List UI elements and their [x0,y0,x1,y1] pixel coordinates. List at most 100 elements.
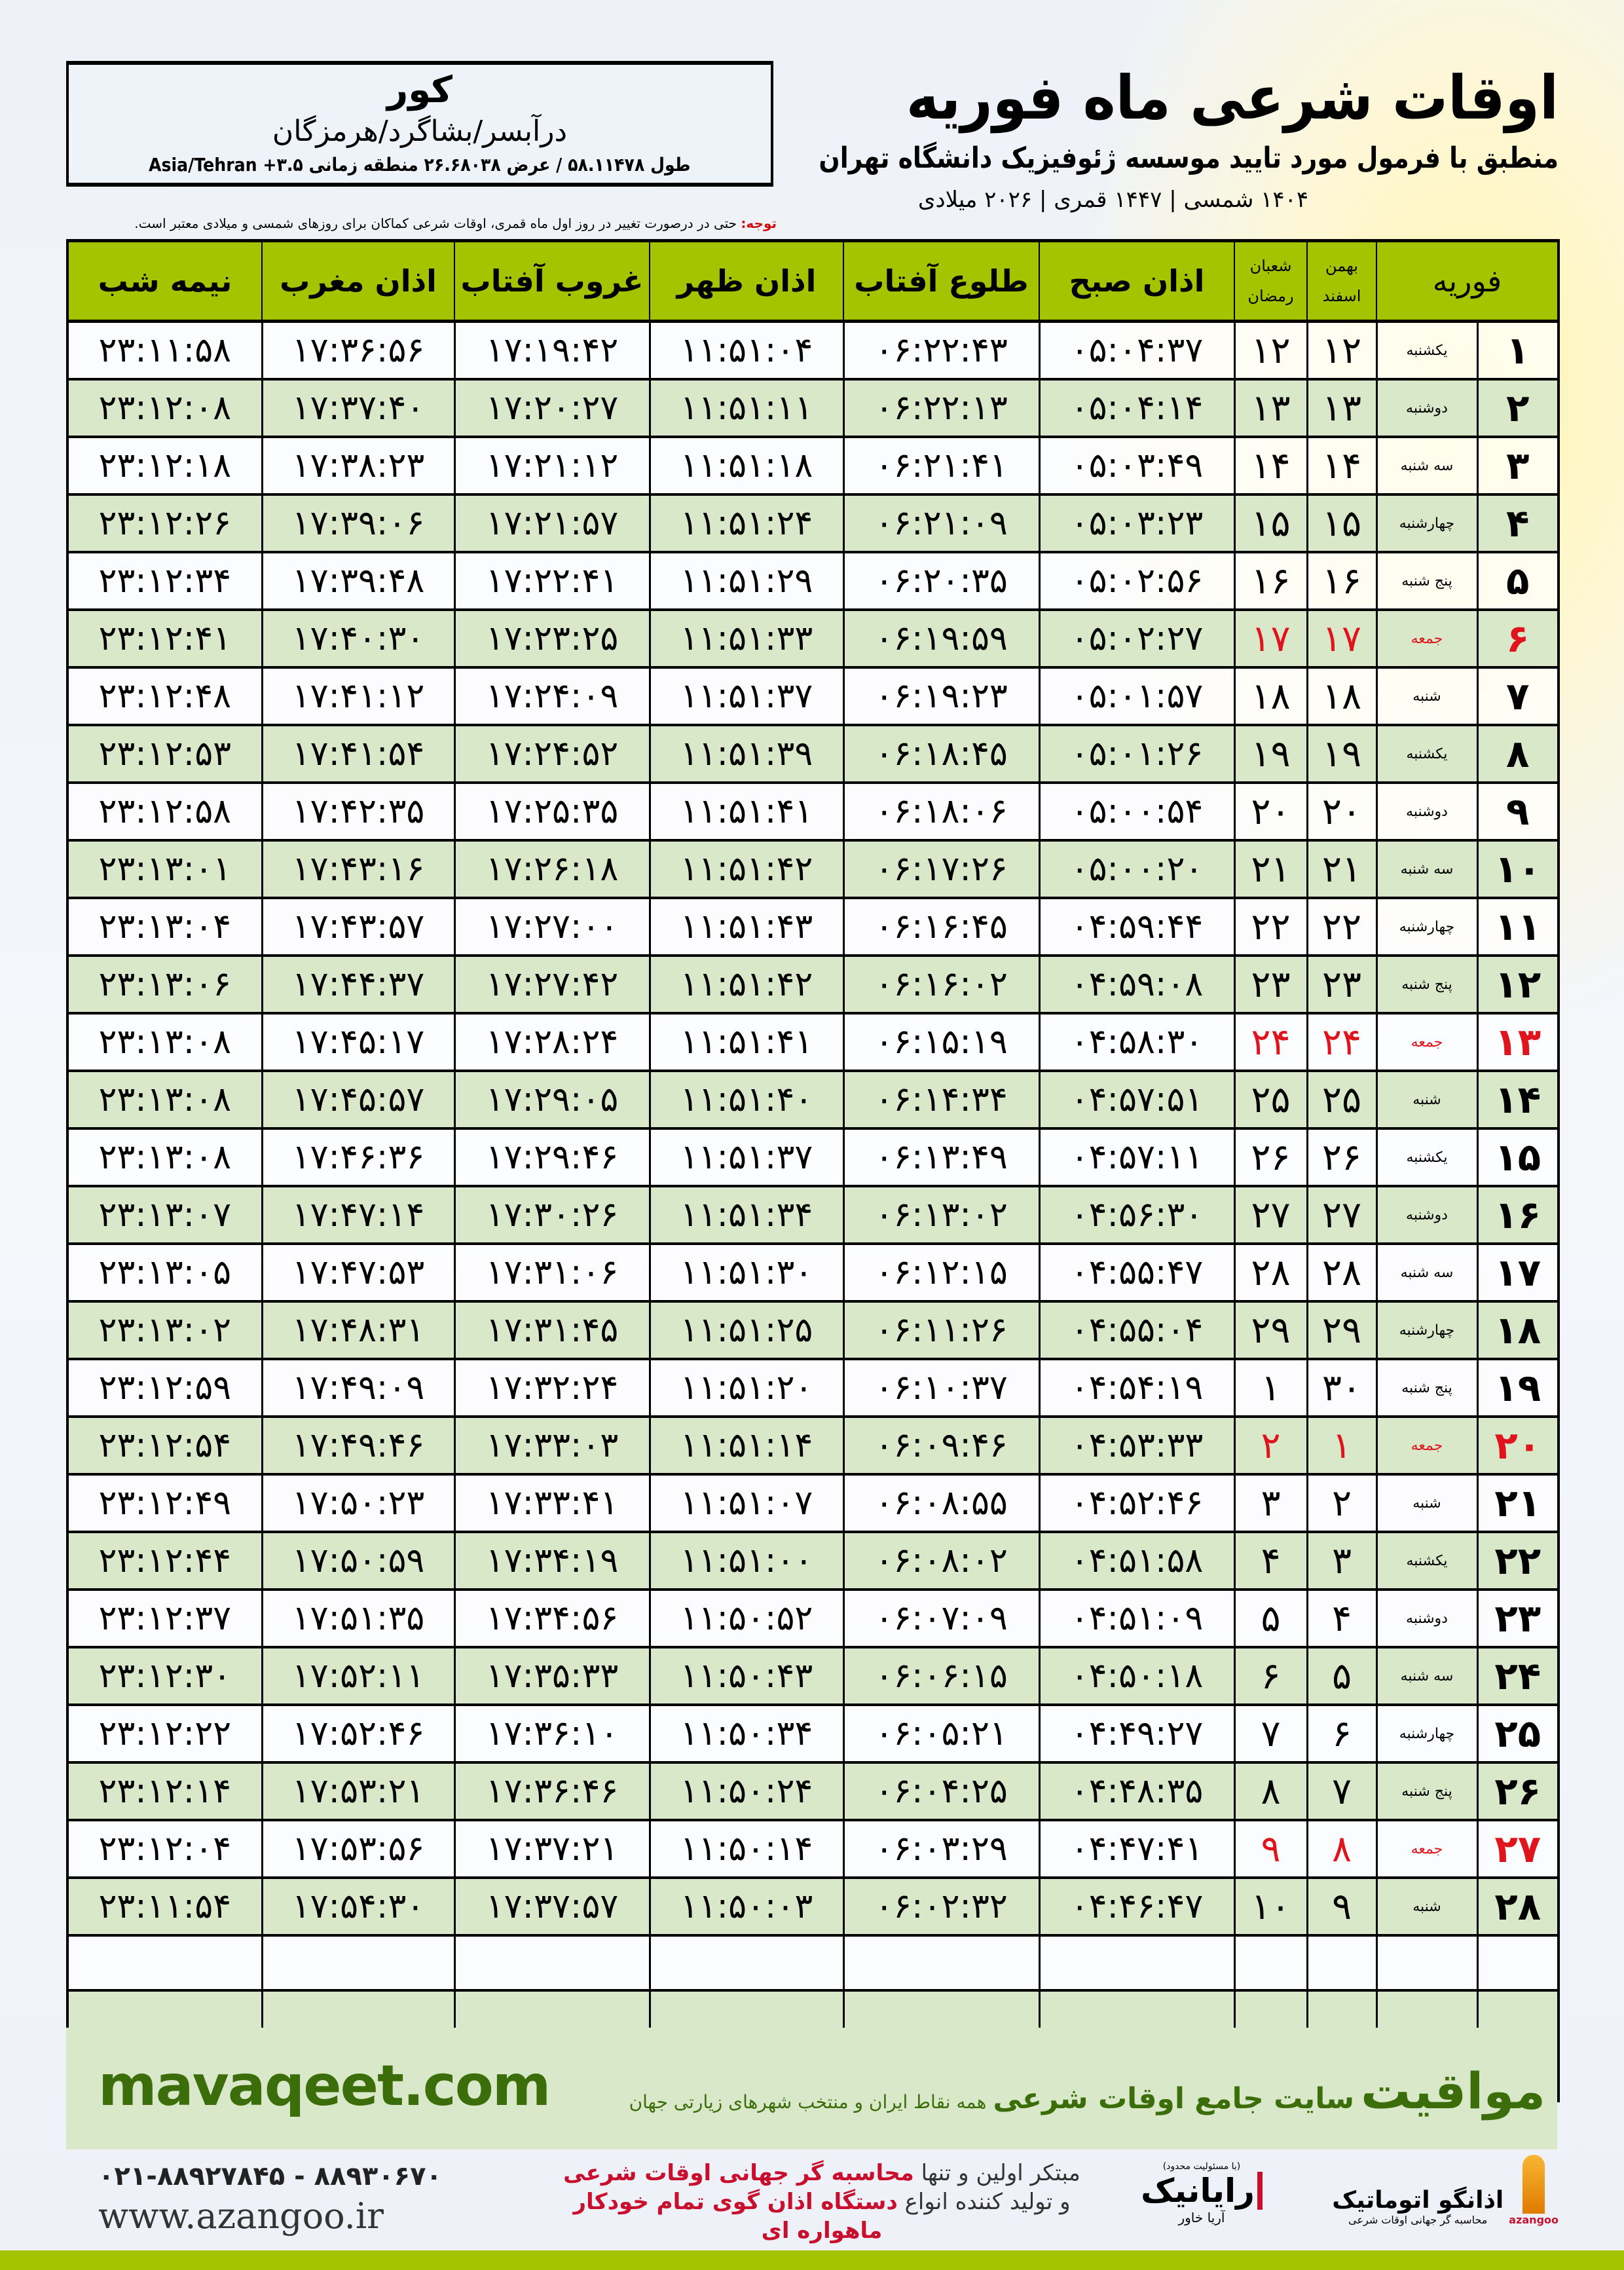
cell-nime: ۲۳:۱۲:۲۶ [66,493,263,553]
tagline: سایت جامع اوقات شرعی [993,2082,1354,2115]
table-row: ۱۰ سه شنبه ۲۱ ۲۱ ۰۵:۰۰:۲۰ ۰۶:۱۷:۲۶ ۱۱:۵۱:۴۲ ۱۷:… [66,839,1560,899]
cell-ghorub: ۱۷:۳۶:۴۶ [453,1761,651,1821]
city-name: کور [387,69,452,111]
cell-weekday: پنج شنبه [1375,954,1479,1014]
cell-nime: ۲۳:۱۳:۰۲ [66,1300,263,1360]
cell-ghorub: ۱۷:۲۴:۵۲ [453,724,651,784]
cell-hijri: ۲۲ [1233,897,1308,957]
cell-ghorub: ۱۷:۳۳:۰۳ [453,1415,651,1476]
cell-day: ۲۴ [1476,1646,1560,1706]
cell-weekday: پنج شنبه [1375,551,1479,611]
cell-weekday: دوشنبه [1375,781,1479,842]
table-row: ۲۵ چهارشنبه ۶ ۷ ۰۴:۴۹:۲۷ ۰۶:۰۵:۲۱ ۱۱:۵۰:۳۴ ۱۷:۳… [66,1703,1560,1764]
cell-hijri: ۲۷ [1233,1185,1308,1245]
cell-weekday: دوشنبه [1375,1588,1479,1648]
promo-2b: دستگاه اذان گوی تمام خودکار ماهواره ای [573,2189,898,2244]
cell-hijri: ۱۸ [1233,666,1308,726]
azangoo-website[interactable]: www.azangoo.ir [98,2195,384,2237]
cell-ghorub: ۱۷:۱۹:۴۲ [453,320,651,381]
cell-tolu: ۰۶:۱۸:۰۶ [842,781,1041,842]
cell-shamsi: ۱۴ [1306,436,1378,496]
cell-zohr: ۱۱:۵۰:۴۳ [648,1646,845,1706]
cell-tolu: ۰۶:۱۹:۲۳ [842,666,1041,726]
table-row: ۹ دوشنبه ۲۰ ۲۰ ۰۵:۰۰:۵۴ ۰۶:۱۸:۰۶ ۱۱:۵۱:۴۱ ۱۷:۲۵… [66,781,1560,842]
empty-cell [1375,1934,1479,1992]
site-url[interactable]: mavaqeet.com [98,2053,551,2119]
header-hijri-top: شعبان [1249,257,1292,275]
cell-maghreb: ۱۷:۵۲:۴۶ [261,1703,456,1764]
table-row: ۱۶ دوشنبه ۲۷ ۲۷ ۰۴:۵۶:۳۰ ۰۶:۱۳:۰۲ ۱۱:۵۱:۳۴ ۱۷:۳… [66,1185,1560,1245]
cell-sobh: ۰۴:۵۷:۵۱ [1038,1070,1236,1130]
header-hijri-bottom: رمضان [1247,287,1294,305]
cell-maghreb: ۱۷:۴۸:۳۱ [261,1300,456,1360]
header-hijri: شعبان رمضان [1234,239,1307,323]
cell-sobh: ۰۴:۵۷:۱۱ [1038,1127,1236,1187]
cell-tolu: ۰۶:۱۵:۱۹ [842,1012,1041,1072]
cell-nime: ۲۳:۱۲:۱۴ [66,1761,263,1821]
cell-ghorub: ۱۷:۲۴:۰۹ [453,666,651,726]
cell-hijri: ۷ [1233,1703,1308,1764]
cell-hijri: ۱۴ [1233,436,1308,496]
page-subtitle: منطبق با فرمول مورد تایید موسسه ژئوفیزیک… [819,141,1559,175]
cell-sobh: ۰۴:۵۶:۳۰ [1038,1185,1236,1245]
cell-zohr: ۱۱:۵۱:۴۳ [648,897,845,957]
cell-sobh: ۰۵:۰۱:۲۶ [1038,724,1236,784]
cell-tolu: ۰۶:۰۸:۰۲ [842,1531,1041,1591]
cell-hijri: ۵ [1233,1588,1308,1648]
cell-nime: ۲۳:۱۳:۰۸ [66,1012,263,1072]
cell-day: ۱۶ [1476,1185,1560,1245]
header-nime: نیمه شب [66,239,262,323]
empty-cell [1476,1934,1560,1992]
cell-day: ۲۷ [1476,1819,1560,1879]
cell-zohr: ۱۱:۵۱:۳۴ [648,1185,845,1245]
cell-shamsi: ۲۰ [1306,781,1378,842]
cell-tolu: ۰۶:۰۷:۰۹ [842,1588,1041,1648]
cell-day: ۲۱ [1476,1473,1560,1533]
cell-sobh: ۰۴:۵۳:۳۳ [1038,1415,1236,1476]
cell-ghorub: ۱۷:۲۷:۴۲ [453,954,651,1014]
cell-tolu: ۰۶:۱۴:۳۴ [842,1070,1041,1130]
cell-ghorub: ۱۷:۳۱:۰۶ [453,1242,651,1303]
cell-nime: ۲۳:۱۳:۰۷ [66,1185,263,1245]
note: توجه: حتی در درصورت تغییر در روز اول ماه… [0,214,777,233]
cell-ghorub: ۱۷:۲۰:۲۷ [453,378,651,438]
cell-hijri: ۲۵ [1233,1070,1308,1130]
cell-weekday: سه شنبه [1375,1242,1479,1303]
cell-tolu: ۰۶:۱۳:۴۹ [842,1127,1041,1187]
cell-weekday: چهارشنبه [1375,1300,1479,1360]
cell-maghreb: ۱۷:۴۹:۰۹ [261,1358,456,1418]
rayanik-name: رایانیک [1141,2172,1263,2210]
empty-cell [842,1934,1041,1992]
coordinates: طول ۵۸.۱۱۴۷۸ / عرض ۲۶.۶۸۰۳۸ منطقه زمانی … [149,154,691,176]
cell-hijri: ۱۷ [1233,608,1308,669]
cell-ghorub: ۱۷:۲۱:۵۷ [453,493,651,553]
note-text: حتی در درصورت تغییر در روز اول ماه قمری،… [134,215,741,231]
cell-zohr: ۱۱:۵۱:۱۸ [648,436,845,496]
table-row: ۱۸ چهارشنبه ۲۹ ۲۹ ۰۴:۵۵:۰۴ ۰۶:۱۱:۲۶ ۱۱:۵۱:۲۵ ۱۷… [66,1300,1560,1360]
cell-zohr: ۱۱:۵۱:۲۴ [648,493,845,553]
cell-weekday: یکشنبه [1375,724,1479,784]
azangoo-sub: محاسبه گر جهانی اوقات شرعی [1348,2214,1488,2226]
table-row: ۲ دوشنبه ۱۳ ۱۳ ۰۵:۰۴:۱۴ ۰۶:۲۲:۱۳ ۱۱:۵۱:۱۱ ۱۷:۲۰… [66,378,1560,438]
cell-day: ۱۳ [1476,1012,1560,1072]
header-maghreb: اذان مغرب [261,239,454,323]
table-row: ۲۱ شنبه ۲ ۳ ۰۴:۵۲:۴۶ ۰۶:۰۸:۵۵ ۱۱:۵۱:۰۷ ۱۷:۳۳:۴۱… [66,1473,1560,1533]
cell-tolu: ۰۶:۲۲:۱۳ [842,378,1041,438]
cell-zohr: ۱۱:۵۱:۴۰ [648,1070,845,1130]
cell-zohr: ۱۱:۵۰:۰۳ [648,1876,845,1937]
cell-nime: ۲۳:۱۲:۲۲ [66,1703,263,1764]
cell-hijri: ۲۶ [1233,1127,1308,1187]
cell-day: ۲ [1476,378,1560,438]
cell-sobh: ۰۵:۰۴:۱۴ [1038,378,1236,438]
cell-nime: ۲۳:۱۳:۰۸ [66,1070,263,1130]
cell-shamsi: ۲۵ [1306,1070,1378,1130]
cell-sobh: ۰۴:۴۶:۴۷ [1038,1876,1236,1937]
empty-cell [1233,1934,1308,1992]
cell-maghreb: ۱۷:۴۴:۳۷ [261,954,456,1014]
azangoo-logo: azangoo اذانگو اتوماتیک محاسبه گر جهانی … [1303,2155,1559,2226]
header-tolu: طلوع آفتاب [843,239,1039,323]
cell-sobh: ۰۵:۰۳:۲۳ [1038,493,1236,553]
cell-weekday: دوشنبه [1375,1185,1479,1245]
cell-shamsi: ۱۵ [1306,493,1378,553]
cell-tolu: ۰۶:۰۶:۱۵ [842,1646,1041,1706]
